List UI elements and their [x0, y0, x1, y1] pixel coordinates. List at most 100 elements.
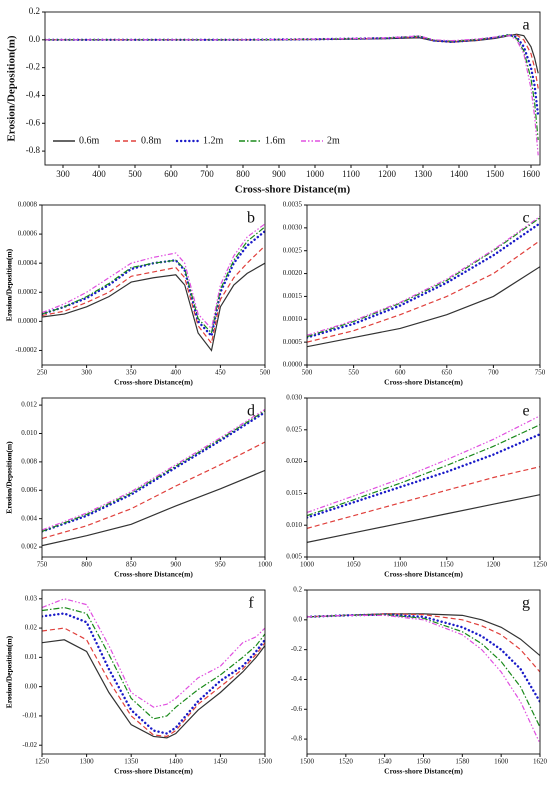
series-line	[42, 226, 265, 335]
series-line	[307, 613, 540, 673]
y-tick-label: 0.0010	[283, 315, 303, 323]
panel: 1250 1300 1350 1400 1450 1500 -0.02 -0.01 0.00 0.…	[5, 589, 273, 776]
y-axis-label: Erosion/Deposition(m)	[5, 441, 14, 514]
x-tick-label: 1000	[300, 561, 315, 569]
y-tick-label: -0.6	[291, 705, 303, 713]
series-line	[42, 245, 265, 345]
x-axis-label: Cross-shore Distance(m)	[384, 378, 463, 387]
x-tick-label: 1500	[300, 758, 315, 766]
x-tick-label: 250	[37, 369, 48, 377]
panel-label: f	[248, 595, 254, 612]
x-tick-label: 750	[37, 561, 48, 569]
x-tick-label: 600	[395, 369, 406, 377]
x-tick-label: 300	[56, 169, 70, 179]
y-tick-label: 0.030	[286, 394, 302, 402]
legend-label: 2m	[327, 135, 340, 146]
series-line	[42, 441, 265, 540]
x-axis-label: Cross-shore Distance(m)	[114, 767, 193, 776]
y-tick-label: -0.02	[22, 741, 37, 749]
y-tick-label: 0.0015	[283, 292, 303, 300]
y-tick-label: 0.0002	[18, 288, 38, 296]
y-tick-label: 0.0000	[283, 361, 303, 369]
y-tick-label: 0.012	[21, 401, 37, 409]
y-tick-label: 0.0	[29, 34, 41, 44]
x-tick-label: 400	[171, 369, 182, 377]
y-tick-label: -0.2	[291, 645, 303, 653]
plot-frame	[41, 397, 266, 558]
y-tick-label: 0.0030	[283, 223, 303, 231]
series-line	[45, 35, 539, 156]
series-line	[307, 215, 540, 336]
x-tick-label: 500	[260, 369, 271, 377]
x-tick-label: 1400	[169, 758, 184, 766]
series-line	[42, 606, 265, 720]
plot-frame	[306, 204, 541, 366]
x-tick-label: 900	[272, 169, 286, 179]
series-line	[42, 408, 265, 531]
x-tick-label: 350	[126, 369, 137, 377]
x-tick-label: 900	[171, 561, 182, 569]
series-line	[42, 223, 265, 330]
panel-label: g	[522, 595, 530, 612]
y-axis-label: Erosion/Deposition(m)	[6, 35, 18, 141]
y-tick-label: -0.2	[26, 62, 40, 72]
y-tick-label: 0.002	[21, 543, 37, 551]
series-line	[307, 433, 540, 519]
x-tick-label: 850	[126, 561, 137, 569]
series-line	[307, 240, 540, 343]
legend-label: 1.2m	[203, 135, 224, 146]
x-axis-label: Cross-shore Distance(m)	[384, 767, 463, 776]
panel: 750 800 850 900 950 1000 0.002 0.004 0.006 0.008 0…	[5, 397, 273, 579]
x-tick-label: 1620	[533, 758, 548, 766]
series-line	[307, 415, 540, 514]
x-tick-label: 1200	[486, 561, 501, 569]
y-tick-label: -0.4	[26, 90, 41, 100]
x-tick-label: 800	[81, 561, 92, 569]
x-tick-label: 1300	[414, 169, 433, 179]
x-axis-label: Cross-shore Distance(m)	[114, 570, 193, 579]
plot-frame	[306, 589, 541, 755]
x-tick-label: 1600	[494, 758, 509, 766]
plot-frame	[41, 204, 266, 366]
panel-label: d	[247, 403, 255, 420]
y-tick-label: 0.03	[25, 594, 38, 602]
legend-label: 0.8m	[141, 135, 162, 146]
panel: 1500 1520 1540 1560 1580 1600 1620 -0.8 -0.6 -0.4…	[5, 586, 548, 776]
series-line	[42, 627, 265, 738]
x-tick-label: 800	[236, 169, 250, 179]
x-tick-label: 1450	[213, 758, 228, 766]
y-tick-label: 0.0000	[18, 317, 38, 325]
y-tick-label: -0.01	[22, 712, 37, 720]
series-line	[42, 612, 265, 735]
series-line	[42, 411, 265, 533]
x-tick-label: 750	[535, 369, 546, 377]
y-tick-label: 0.2	[29, 6, 40, 16]
x-tick-label: 1350	[124, 758, 139, 766]
x-tick-label: 1520	[339, 758, 354, 766]
x-tick-label: 1560	[417, 758, 432, 766]
panel-label: c	[522, 210, 529, 227]
y-tick-label: 0.015	[286, 489, 302, 497]
series-line	[307, 614, 540, 744]
series-line	[45, 34, 539, 141]
series-line	[42, 229, 265, 339]
x-tick-label: 650	[442, 369, 453, 377]
x-tick-label: 450	[215, 369, 226, 377]
x-tick-label: 550	[348, 369, 359, 377]
series-line	[42, 410, 265, 533]
series-line	[307, 217, 540, 338]
plot-frame	[41, 589, 266, 755]
x-tick-label: 1100	[342, 169, 360, 179]
x-tick-label: 1500	[258, 758, 273, 766]
series-line	[42, 469, 265, 547]
panel: 500 550 600 650 700 750 0.0000 0.0005 0.0010 0.00…	[5, 201, 546, 387]
y-tick-label: 0.006	[21, 486, 37, 494]
x-tick-label: 1000	[258, 561, 273, 569]
y-axis-label: Erosion/Deposition(m)	[5, 635, 14, 708]
x-tick-label: 500	[302, 369, 313, 377]
x-tick-label: 1100	[393, 561, 407, 569]
y-tick-label: -0.0002	[15, 346, 37, 354]
y-axis-label: Erosion/Deposition(m)	[5, 248, 14, 321]
x-tick-label: 1400	[450, 169, 469, 179]
series-line	[307, 424, 540, 517]
